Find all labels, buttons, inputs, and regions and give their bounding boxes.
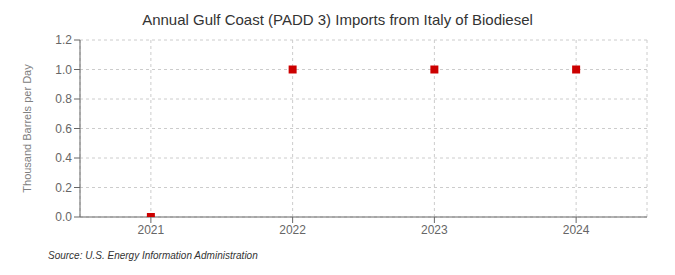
svg-text:0.4: 0.4	[55, 151, 72, 165]
svg-text:2023: 2023	[421, 223, 448, 237]
html-text:Annual Gulf Coast (PADD 3) Imp: Annual Gulf Coast (PADD 3) Imports from …	[142, 11, 533, 28]
html-text:Source: U.S. Energy Informatio: Source: U.S. Energy Information Administ…	[48, 250, 258, 261]
svg-text:2022: 2022	[279, 223, 306, 237]
svg-text:Thousand Barrels per Day: Thousand Barrels per Day	[21, 64, 33, 193]
svg-text:0.6: 0.6	[55, 122, 72, 136]
svg-text:2024: 2024	[563, 223, 590, 237]
svg-text:2021: 2021	[138, 223, 165, 237]
svg-text:1.0: 1.0	[55, 63, 72, 77]
svg-text:0.8: 0.8	[55, 92, 72, 106]
svg-text:0.0: 0.0	[55, 210, 72, 224]
svg-text:0.2: 0.2	[55, 181, 72, 195]
svg-text:1.2: 1.2	[55, 33, 72, 47]
